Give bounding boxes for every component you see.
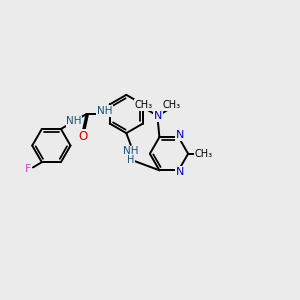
Text: NH: NH [66, 116, 82, 126]
Text: N: N [176, 130, 184, 140]
Text: N: N [154, 111, 162, 121]
Text: O: O [78, 130, 88, 142]
Text: H: H [127, 154, 134, 165]
Text: CH₃: CH₃ [162, 100, 180, 110]
Text: NH: NH [97, 106, 112, 116]
Text: F: F [25, 164, 31, 174]
Text: CH₃: CH₃ [135, 100, 153, 110]
Text: NH: NH [123, 146, 139, 156]
Text: N: N [176, 167, 184, 177]
Text: CH₃: CH₃ [194, 149, 212, 159]
